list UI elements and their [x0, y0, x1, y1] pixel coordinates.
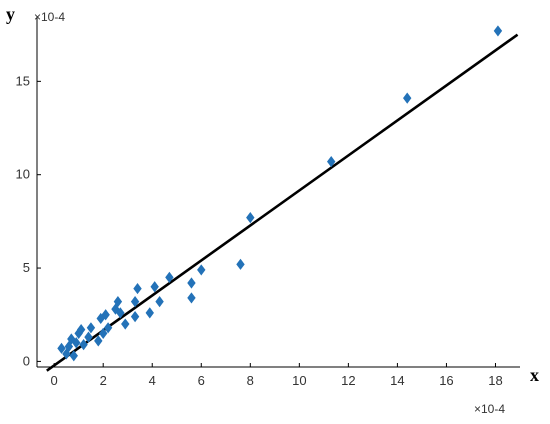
- y-tick-label: 0: [23, 353, 30, 368]
- data-point: [187, 292, 196, 304]
- data-point: [133, 282, 142, 295]
- y-tick-label: 5: [23, 260, 30, 275]
- x-tick-label: 0: [51, 373, 58, 388]
- data-point: [121, 318, 130, 330]
- data-point: [79, 338, 88, 351]
- data-point: [94, 335, 103, 347]
- data-point: [403, 92, 412, 104]
- data-point: [145, 307, 154, 319]
- x-tick-label: 6: [198, 373, 205, 388]
- data-point: [246, 212, 255, 224]
- x-tick-label: 14: [390, 373, 404, 388]
- x-axis-multiplier: ×10-4: [474, 402, 505, 416]
- x-axis-ticks: 0 2 4 6 8 10 12 14 16 18: [51, 363, 503, 388]
- data-point: [72, 337, 81, 349]
- data-point: [101, 309, 110, 321]
- x-tick-label: 10: [292, 373, 306, 388]
- fit-line-group: [46, 33, 519, 372]
- y-tick-label: 10: [16, 167, 30, 182]
- y-axis-multiplier: ×10-4: [34, 10, 65, 24]
- x-axis-label: x: [530, 365, 539, 385]
- data-point: [327, 156, 336, 168]
- data-point: [130, 296, 140, 308]
- y-axis-label: y: [6, 4, 15, 24]
- x-tick-label: 16: [439, 373, 453, 388]
- x-tick-label: 8: [247, 373, 254, 388]
- data-point: [69, 350, 78, 362]
- data-point: [111, 303, 120, 315]
- x-tick-label: 18: [488, 373, 502, 388]
- data-point: [116, 307, 125, 319]
- x-tick-label: 2: [100, 373, 107, 388]
- data-point: [103, 322, 113, 334]
- data-point: [76, 324, 86, 336]
- data-point: [98, 327, 108, 339]
- data-point: [84, 331, 93, 343]
- data-points: [57, 25, 503, 362]
- data-point: [493, 25, 503, 37]
- data-point: [197, 264, 206, 276]
- data-point: [187, 277, 196, 289]
- data-point: [236, 258, 245, 270]
- y-axis-ticks: 0 5 10 15: [16, 73, 41, 368]
- y-tick-label: 15: [16, 73, 30, 88]
- chart-axes: [36, 16, 520, 368]
- data-point: [86, 322, 96, 334]
- fit-line: [46, 33, 519, 372]
- data-point: [130, 310, 140, 323]
- data-point: [113, 296, 123, 308]
- data-point: [155, 296, 164, 308]
- data-point: [165, 271, 174, 283]
- data-point: [150, 281, 159, 293]
- data-point: [96, 312, 105, 325]
- x-tick-label: 4: [149, 373, 156, 388]
- x-tick-label: 12: [341, 373, 355, 388]
- data-point: [57, 342, 66, 354]
